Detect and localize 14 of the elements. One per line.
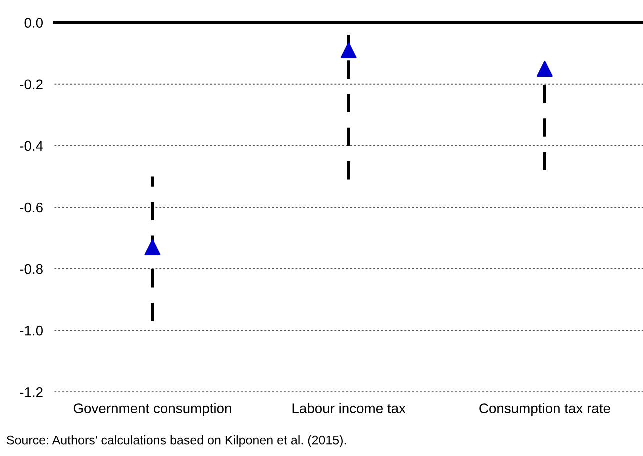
- point: [144, 240, 161, 256]
- y-tick-label: -0.8: [20, 264, 43, 274]
- x-tick-label: Labour income tax: [292, 403, 406, 414]
- point: [340, 42, 357, 58]
- x-tick-label: Government consumption: [74, 403, 232, 416]
- source-note: Source: Authors' calculations based on Kilponen et al. (2015).: [7, 436, 346, 448]
- y-tick-label: 0.0: [24, 18, 43, 28]
- y-tick-label: -0.4: [20, 141, 44, 152]
- y-tick-label: -0.6: [20, 202, 43, 213]
- y-tick-label: -1.2: [20, 387, 43, 398]
- y-tick-label: -1.0: [20, 326, 44, 336]
- y-tick-label: -0.2: [20, 80, 43, 90]
- x-tick-label: Consumption tax rate: [480, 403, 610, 416]
- point: [536, 60, 553, 77]
